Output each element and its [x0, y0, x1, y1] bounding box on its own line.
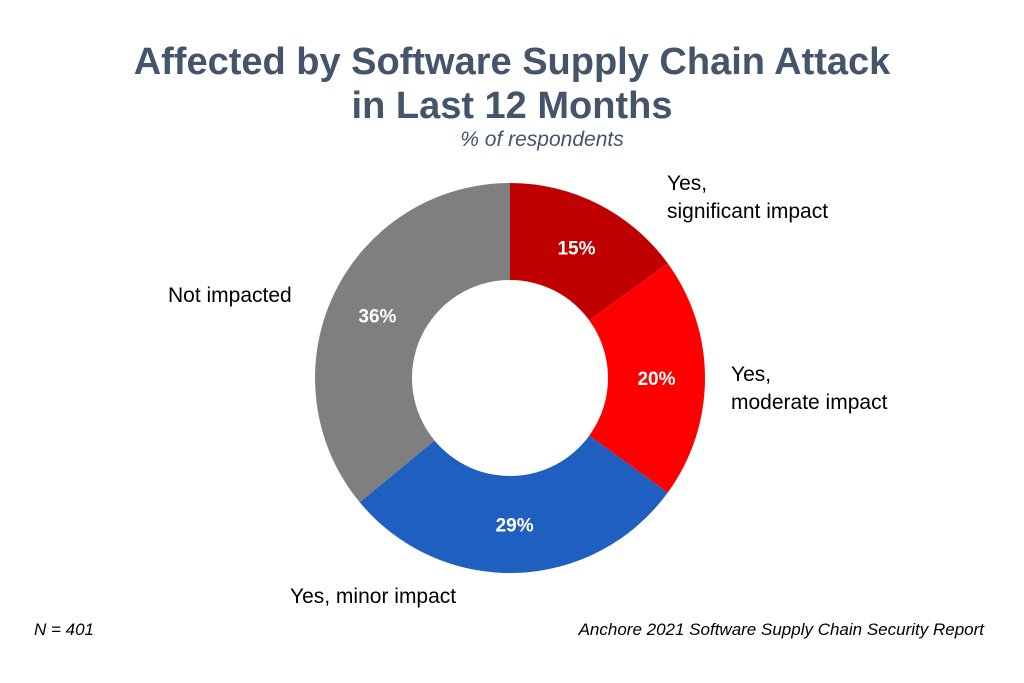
- slice-value-label: 29%: [496, 515, 534, 536]
- slice-value-label: 36%: [358, 307, 396, 328]
- source-note: Anchore 2021 Software Supply Chain Secur…: [578, 620, 984, 639]
- chart-title-line-2: in Last 12 Months: [351, 85, 673, 127]
- chart-title-line-1: Affected by Software Supply Chain Attack: [133, 41, 891, 83]
- chart-title: Affected by Software Supply Chain Attack…: [0, 40, 1024, 128]
- slice-category-label: Yes, significant impact: [667, 172, 828, 223]
- slice-category-label: Yes, minor impact: [290, 585, 456, 608]
- chart-subtitle: % of respondents: [460, 128, 624, 151]
- donut-slice-3: [359, 435, 668, 574]
- donut-slice-2: [589, 263, 706, 493]
- slice-value-label: 15%: [557, 238, 595, 259]
- slice-category-label: Not impacted: [168, 284, 292, 307]
- slice-value-label: 20%: [637, 369, 675, 390]
- donut-slice-1: [510, 183, 668, 321]
- slice-category-label: Yes, moderate impact: [731, 363, 888, 414]
- sample-size-note: N = 401: [34, 620, 95, 639]
- donut-slice-4: [314, 183, 510, 503]
